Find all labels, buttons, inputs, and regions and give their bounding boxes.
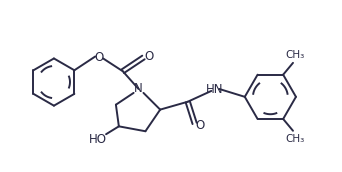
Text: O: O bbox=[94, 51, 104, 64]
Text: CH₃: CH₃ bbox=[285, 134, 305, 144]
Text: HO: HO bbox=[89, 133, 107, 146]
Text: HN: HN bbox=[206, 83, 223, 96]
Text: N: N bbox=[134, 82, 143, 95]
Text: CH₃: CH₃ bbox=[285, 50, 305, 60]
Text: O: O bbox=[195, 119, 204, 132]
Text: O: O bbox=[145, 50, 154, 63]
